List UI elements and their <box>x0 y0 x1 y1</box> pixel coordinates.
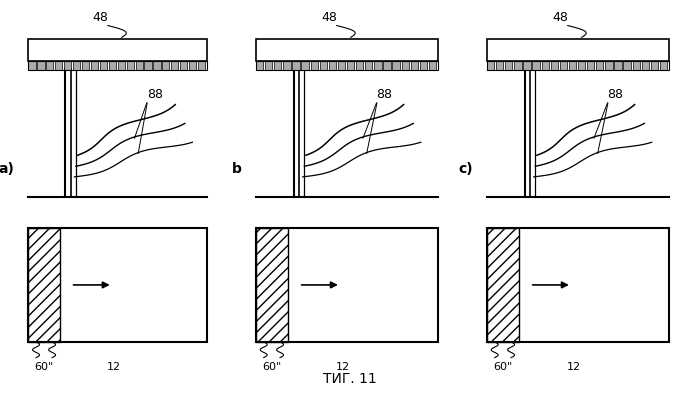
Text: 48: 48 <box>322 11 337 24</box>
Bar <box>329 61 336 70</box>
Bar <box>542 61 549 70</box>
Bar <box>172 61 178 70</box>
Bar <box>73 61 80 70</box>
Text: b: b <box>232 162 242 176</box>
Bar <box>127 61 134 70</box>
Bar <box>293 61 300 70</box>
Bar <box>189 61 196 70</box>
Bar <box>651 61 658 70</box>
Bar <box>393 61 400 70</box>
Bar <box>578 61 585 70</box>
Bar <box>108 61 116 70</box>
Bar <box>347 61 354 70</box>
Text: a): a) <box>0 162 14 176</box>
Bar <box>429 61 436 70</box>
Bar <box>402 61 409 70</box>
Bar <box>365 61 372 70</box>
Text: 88: 88 <box>147 88 162 101</box>
Bar <box>144 61 152 70</box>
Bar <box>100 61 107 70</box>
Bar <box>486 228 519 342</box>
Text: 60": 60" <box>262 362 281 371</box>
Bar <box>487 61 494 70</box>
Bar <box>486 61 668 70</box>
Text: 88: 88 <box>377 88 393 101</box>
Bar <box>55 61 62 70</box>
Text: 48: 48 <box>93 11 108 24</box>
Bar <box>37 61 45 70</box>
Bar <box>624 61 631 70</box>
Bar <box>320 61 327 70</box>
Bar <box>28 61 206 70</box>
Bar <box>28 39 206 61</box>
Bar <box>560 61 567 70</box>
Text: 12: 12 <box>567 362 581 371</box>
Bar <box>64 61 71 70</box>
Bar <box>420 61 427 70</box>
Bar <box>256 228 438 342</box>
Bar <box>136 61 143 70</box>
Bar <box>505 61 512 70</box>
Bar <box>615 61 622 70</box>
Bar <box>302 61 309 70</box>
Bar <box>514 61 522 70</box>
Bar <box>374 61 382 70</box>
Bar <box>91 61 98 70</box>
Text: c): c) <box>458 162 472 176</box>
Bar <box>606 61 612 70</box>
Text: 60": 60" <box>494 362 512 371</box>
Bar <box>153 61 160 70</box>
Bar <box>265 61 272 70</box>
Bar <box>411 61 418 70</box>
Bar <box>486 39 668 61</box>
Bar <box>284 61 290 70</box>
Bar <box>256 228 288 342</box>
Bar <box>524 61 531 70</box>
Text: 48: 48 <box>553 11 568 24</box>
Text: 60": 60" <box>34 362 54 371</box>
Bar <box>28 228 206 342</box>
Bar <box>29 61 36 70</box>
Text: 12: 12 <box>336 362 350 371</box>
Bar <box>642 61 649 70</box>
Text: 12: 12 <box>106 362 120 371</box>
Bar <box>486 228 668 342</box>
Bar <box>587 61 594 70</box>
Bar <box>118 61 125 70</box>
Bar <box>533 61 540 70</box>
Bar <box>198 61 205 70</box>
Bar <box>180 61 188 70</box>
Bar <box>496 61 503 70</box>
Bar <box>596 61 603 70</box>
Bar <box>384 61 391 70</box>
Bar <box>162 61 169 70</box>
Bar <box>82 61 89 70</box>
Bar <box>311 61 318 70</box>
Bar <box>551 61 558 70</box>
Bar <box>356 61 363 70</box>
Bar <box>569 61 576 70</box>
Bar <box>660 61 667 70</box>
Text: 88: 88 <box>608 88 624 101</box>
Bar <box>338 61 345 70</box>
Bar <box>256 61 263 70</box>
Text: ΤИГ. 11: ΤИГ. 11 <box>323 372 377 386</box>
Bar <box>256 39 438 61</box>
Bar <box>46 61 53 70</box>
Bar <box>28 228 60 342</box>
Bar <box>274 61 281 70</box>
Bar <box>256 61 438 70</box>
Bar <box>633 61 640 70</box>
